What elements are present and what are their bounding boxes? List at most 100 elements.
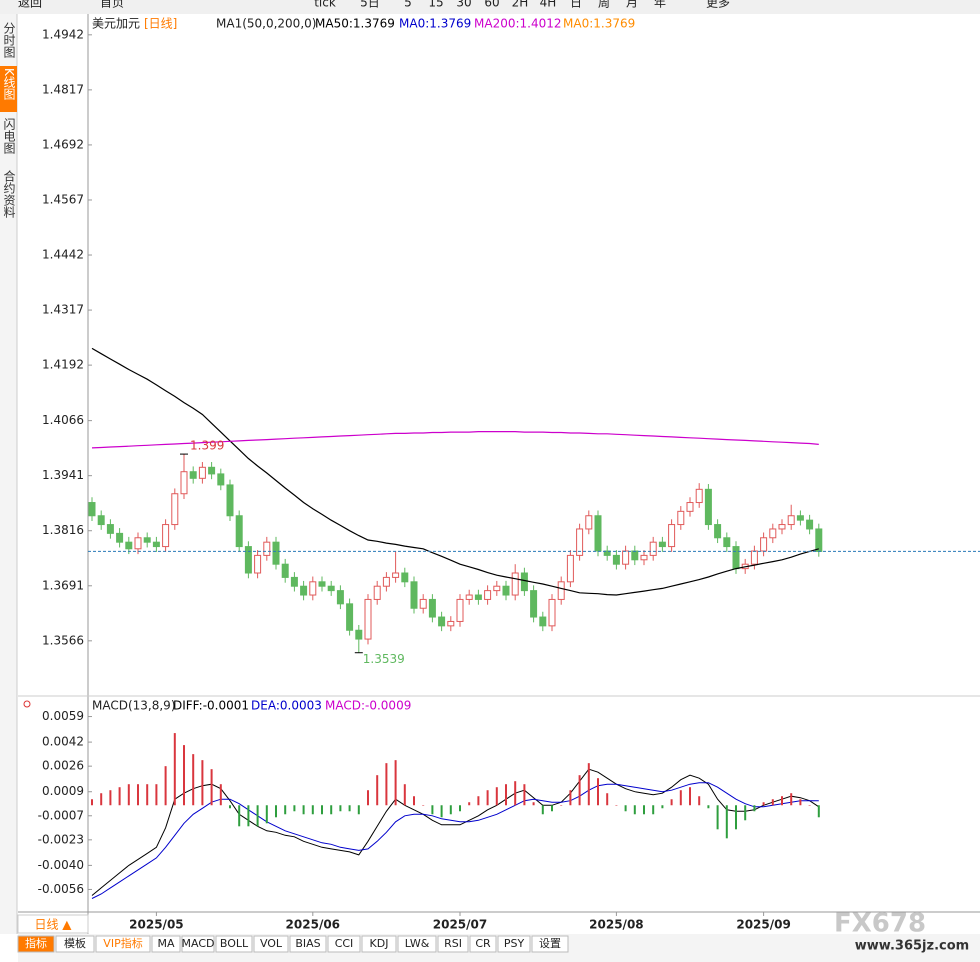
footer-tab[interactable]: KDJ	[370, 937, 389, 950]
footer-tab-bg[interactable]	[17, 935, 55, 953]
toolbar-button[interactable]: 首页	[100, 0, 124, 10]
watermark-url: www.365jz.com	[855, 939, 969, 954]
toolbar-button[interactable]: 30	[456, 0, 471, 10]
footer-tab[interactable]: CR	[475, 937, 491, 950]
candle-body	[116, 532, 124, 543]
footer-tab-bg[interactable]	[181, 935, 215, 953]
footer-tab[interactable]: CCI	[335, 937, 354, 950]
macd-bar	[716, 805, 719, 830]
side-tab[interactable]: K线图	[2, 68, 16, 100]
side-tab[interactable]: 分时图	[2, 22, 16, 58]
x-tick-label: 2025/08	[589, 918, 643, 932]
toolbar-button[interactable]: tick	[314, 0, 336, 10]
footer-tab-bg[interactable]	[95, 935, 151, 953]
macd-bar	[569, 790, 572, 806]
macd-line	[91, 768, 820, 896]
y-tick-label: -0.0040	[38, 858, 84, 872]
footer-tab-bg[interactable]	[327, 935, 361, 953]
candle-body	[217, 473, 225, 486]
footer-tab-bg[interactable]	[469, 935, 497, 953]
footer-tab[interactable]: 指标	[25, 936, 47, 950]
high-label: 1.399	[190, 439, 224, 453]
footer-tab[interactable]: RSI	[444, 937, 462, 950]
footer-tab-bg[interactable]	[397, 935, 437, 953]
macd-bar	[597, 778, 599, 806]
macd-bar	[753, 805, 756, 812]
footer-tab[interactable]: MA	[157, 937, 174, 950]
toolbar-button[interactable]: 更多	[706, 0, 730, 10]
macd-bar	[275, 805, 277, 818]
footer-tab[interactable]: 设置	[539, 937, 561, 950]
y-tick-label: 1.4692	[42, 137, 84, 151]
toolbar-button[interactable]: 月	[626, 0, 638, 10]
macd-bar	[735, 805, 737, 830]
candle-body	[778, 524, 786, 530]
y-tick-label: -0.0056	[38, 882, 84, 896]
side-bar	[0, 14, 17, 934]
footer-tab-bg[interactable]	[253, 935, 289, 953]
footer-tab[interactable]: 模板	[64, 936, 86, 950]
footer-tab-bg[interactable]	[55, 935, 95, 953]
side-tab[interactable]: 合约资料	[2, 169, 16, 218]
macd-bar	[330, 805, 333, 815]
candle-body	[511, 572, 519, 596]
toolbar-button[interactable]: 年	[654, 0, 666, 10]
x-tick-label: 2025/05	[129, 918, 183, 932]
toolbar-button[interactable]: 4H	[540, 0, 557, 10]
toolbar-button[interactable]: 返回	[18, 0, 42, 10]
footer-tab-bg[interactable]	[531, 935, 569, 953]
candle-body	[235, 515, 243, 548]
footer-tab-bg[interactable]	[497, 935, 531, 953]
legend-entry: MA0:1.3769	[399, 17, 471, 31]
candle-body	[612, 554, 620, 565]
y-tick-label: 0.0009	[42, 784, 84, 798]
candle-body	[106, 524, 114, 534]
period-button[interactable]	[17, 914, 89, 934]
candle-body	[309, 581, 317, 596]
macd-bar	[164, 766, 167, 806]
footer-tab[interactable]: PSY	[504, 937, 525, 950]
candle-body	[474, 594, 482, 600]
footer-tab[interactable]: VIP指标	[103, 936, 142, 950]
footer-tab-bg[interactable]	[151, 935, 181, 953]
macd-bar	[440, 805, 443, 818]
macd-bar	[394, 760, 397, 806]
candle-body	[410, 581, 418, 609]
toolbar-button[interactable]: 5	[404, 0, 412, 10]
macd-bar	[560, 805, 563, 806]
legend-entry: MA200:1.4012	[474, 17, 562, 31]
y-tick-label: 0.0026	[42, 759, 84, 773]
macd-bar	[725, 805, 728, 839]
macd-line	[91, 782, 819, 899]
macd-bar	[137, 784, 139, 806]
toolbar-button[interactable]: 15	[428, 0, 443, 10]
candle-body	[603, 550, 611, 556]
side-tab[interactable]: 闪电图	[2, 118, 16, 154]
footer-tab[interactable]: MACD	[182, 937, 215, 950]
candle-body	[272, 541, 280, 565]
footer-tab-bg[interactable]	[289, 935, 327, 953]
candle-body	[419, 598, 427, 609]
macd-bar	[431, 805, 434, 815]
toolbar-button[interactable]: 日	[570, 0, 582, 10]
footer-tab[interactable]: BOLL	[220, 937, 249, 950]
settings-icon[interactable]	[23, 700, 31, 708]
footer-tab[interactable]: LW&	[405, 937, 430, 950]
candle-body	[162, 524, 170, 548]
toolbar-button[interactable]: 周	[598, 0, 610, 10]
footer-tab[interactable]: VOL	[260, 937, 283, 950]
footer-tab-bg[interactable]	[361, 935, 397, 953]
footer-tab-bg[interactable]	[437, 935, 469, 953]
footer-tab[interactable]: BIAS	[295, 937, 320, 950]
toolbar-button[interactable]: 60	[484, 0, 499, 10]
macd-bar	[790, 793, 793, 806]
candle-body	[502, 585, 510, 596]
toolbar-button[interactable]: 5日	[360, 0, 380, 10]
macd-bar	[219, 784, 222, 806]
x-tick-label: 2025/06	[286, 918, 340, 932]
period-label[interactable]: 日线 ▲	[34, 918, 72, 932]
macd-bar	[367, 790, 369, 806]
candle-body	[520, 572, 528, 592]
toolbar-button[interactable]: 2H	[512, 0, 529, 10]
footer-tab-bg[interactable]	[215, 935, 253, 953]
